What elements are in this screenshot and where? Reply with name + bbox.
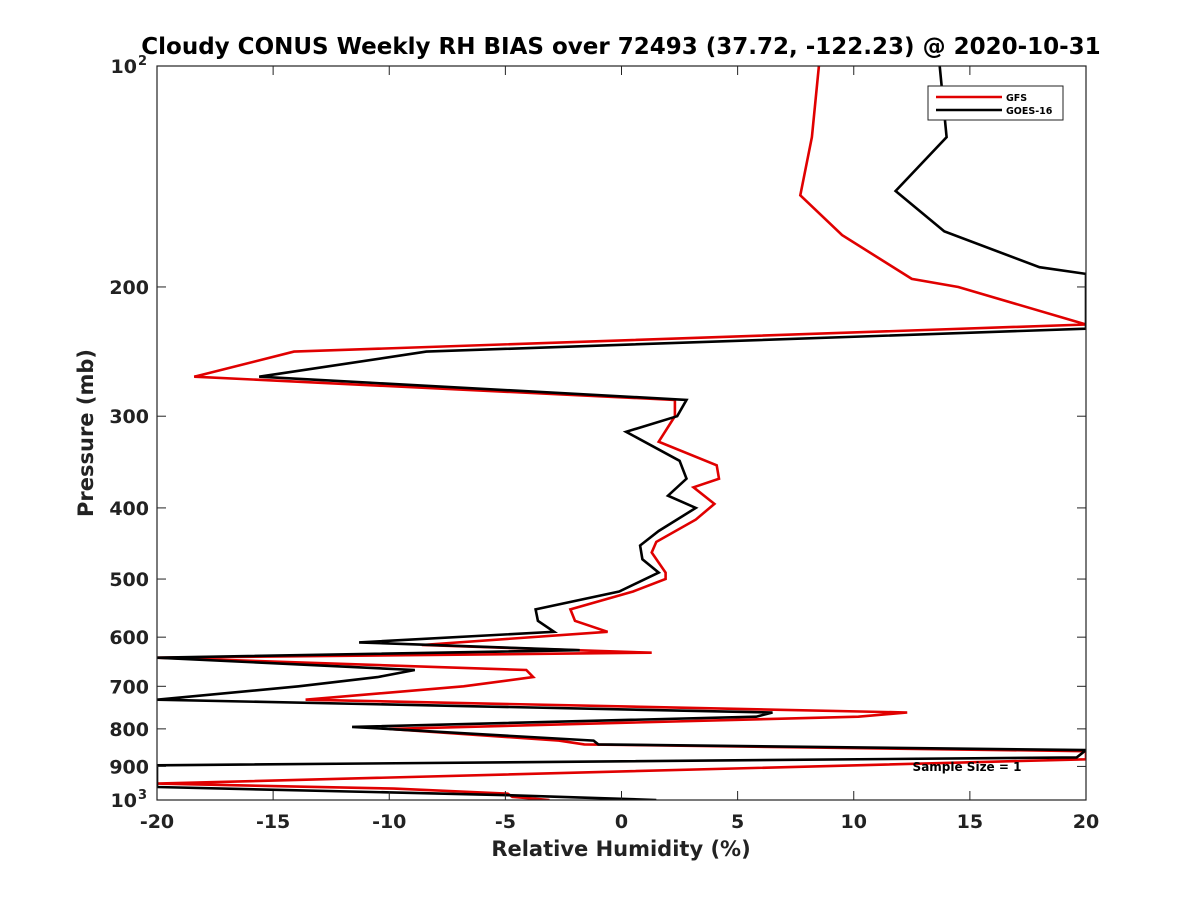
- x-tick-label: 20: [1073, 811, 1099, 833]
- y-tick-label: 10: [111, 790, 137, 812]
- y-tick-label: 300: [109, 406, 149, 428]
- y-tick-exponent: 2: [138, 54, 147, 69]
- y-tick-label: 200: [109, 277, 149, 299]
- x-tick-label: -10: [372, 811, 406, 833]
- chart-title: Cloudy CONUS Weekly RH BIAS over 72493 (…: [141, 34, 1100, 60]
- y-tick-label: 10: [111, 56, 137, 78]
- legend-box: [927, 85, 1064, 121]
- y-tick-exponent: 3: [138, 788, 147, 803]
- x-tick-label: -15: [256, 811, 290, 833]
- sample-size-annotation: Sample Size = 1: [913, 760, 1022, 774]
- y-tick-label: 900: [109, 756, 149, 778]
- x-tick-label: 0: [615, 811, 628, 833]
- series-line-goes-16: [157, 66, 1086, 800]
- x-tick-label: -5: [495, 811, 516, 833]
- y-tick-label: 700: [109, 676, 149, 698]
- legend-label-gfs: GFS: [1006, 93, 1027, 104]
- x-tick-label: 5: [731, 811, 744, 833]
- y-tick-label: 600: [109, 627, 149, 649]
- series-line-gfs: [157, 66, 1086, 800]
- x-axis-label: Relative Humidity (%): [491, 837, 750, 861]
- y-tick-label: 400: [109, 498, 149, 520]
- y-tick-label: 500: [109, 569, 149, 591]
- x-tick-label: 15: [957, 811, 983, 833]
- y-axis-label: Pressure (mb): [74, 349, 98, 517]
- x-tick-label: 10: [841, 811, 867, 833]
- plot-area: [157, 66, 1086, 800]
- x-tick-label: -20: [140, 811, 174, 833]
- x-axis: -20 -15 -10 -5 0 5 10 15 20: [140, 66, 1099, 833]
- legend: GFS GOES-16: [927, 85, 1064, 121]
- y-tick-label: 800: [109, 719, 149, 741]
- legend-label-goes-16: GOES-16: [1006, 106, 1053, 117]
